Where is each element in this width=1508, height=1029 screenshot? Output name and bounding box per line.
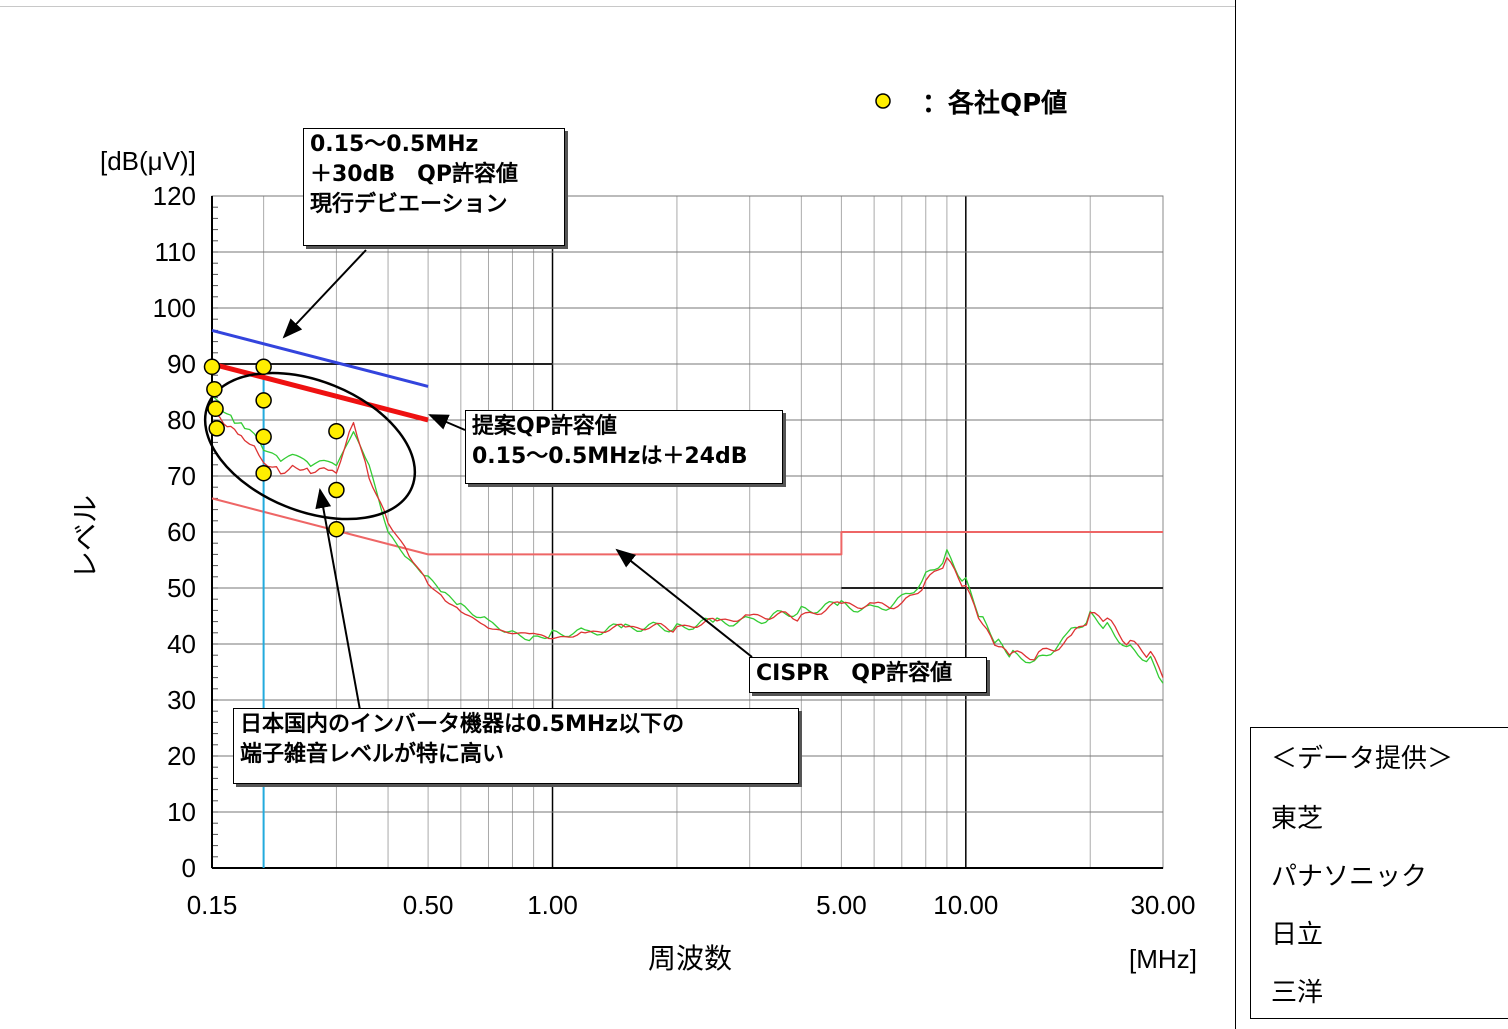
y-tick-label: 0 [182, 853, 196, 883]
qp-point [255, 358, 272, 376]
y-tick-label: 80 [167, 405, 196, 435]
series-line [211, 497, 1163, 556]
x-axis-title: 周波数 [648, 943, 732, 974]
proposed-qp-line: 提案QP許容値 [472, 414, 617, 439]
qp-point [255, 464, 272, 482]
japan-note-box: 日本国内のインバータ機器は0.5MHz以下の 端子雑音レベルが特に高い [233, 708, 799, 784]
annotation-arrow [428, 414, 466, 431]
qp-point [328, 481, 345, 499]
cispr-qp-box: CISPR QP許容値 [749, 657, 987, 693]
chart-series [211, 328, 1164, 868]
qp-point [208, 420, 225, 437]
proposed-qp-box: 提案QP許容値 0.15～0.5MHzは＋24dB [465, 410, 783, 484]
annotation-arrows [282, 249, 753, 711]
x-tick-label: 10.00 [933, 890, 998, 920]
qp-point [255, 428, 272, 446]
proposed-qp-line: 0.15～0.5MHzは＋24dB [472, 444, 748, 469]
y-tick-label: 20 [167, 741, 196, 771]
y-tick-label: 110 [155, 237, 196, 267]
series-line [211, 406, 1164, 678]
japan-note-line: 端子雑音レベルが特に高い [240, 742, 505, 767]
y-tick-label: 30 [167, 685, 196, 715]
x-tick-label: 0.50 [403, 890, 454, 920]
japan-note-line: 日本国内のインバータ機器は0.5MHz以下の [240, 712, 685, 737]
annotation-arrow [315, 488, 361, 711]
qp-points [203, 358, 345, 538]
chart-tick-labels: 0 10 20 30 40 50 60 70 80 90 100 110 120 0.15 0.50 1.00… [153, 181, 1196, 920]
legend-label: ：各社QP値 [922, 89, 1068, 119]
x-tick-label: 0.15 [187, 890, 238, 920]
current-deviation-box: 0.15～0.5MHz ＋30dB QP許容値 現行デビエーション [303, 128, 565, 246]
y-tick-label: 90 [167, 349, 196, 379]
provider-item: 東芝 [1271, 804, 1324, 834]
provider-item: パナソニック [1271, 862, 1428, 892]
legend-marker [875, 93, 891, 109]
emission-chart: 0 10 20 30 40 50 60 70 80 90 100 110 120 0.15 0.50 1.00… [70, 93, 1197, 974]
cispr-qp-line: CISPR QP許容値 [756, 661, 953, 686]
x-tick-label: 1.00 [527, 890, 578, 920]
qp-point [255, 392, 272, 409]
provider-item: 日立 [1271, 920, 1324, 950]
x-tick-label: 5.00 [816, 890, 867, 920]
y-axis-title: レベル [70, 495, 101, 579]
annotation-arrow [282, 249, 367, 339]
series-line [211, 361, 429, 423]
y-tick-label: 60 [167, 517, 196, 547]
current-deviation-line: 現行デビエーション [310, 192, 508, 217]
y-tick-label: 120 [153, 181, 196, 211]
x-tick-label: 30.00 [1130, 890, 1195, 920]
y-tick-label: 100 [153, 293, 196, 323]
series-line [211, 328, 429, 388]
qp-point [203, 358, 221, 376]
provider-item: 三洋 [1271, 978, 1324, 1008]
data-provider-box: ＜データ提供＞ 東芝 パナソニック 日立 三洋 [1250, 727, 1508, 1019]
provider-title: ＜データ提供＞ [1271, 744, 1454, 774]
highlight-ellipse [203, 371, 417, 521]
qp-point [328, 520, 345, 538]
qp-point [328, 422, 345, 440]
y-tick-label: 50 [167, 573, 196, 603]
qp-point [206, 380, 223, 398]
y-unit-label: [dB(μV)] [100, 146, 196, 176]
current-deviation-line: 0.15～0.5MHz [310, 132, 479, 157]
frame-divider [1235, 0, 1236, 1029]
x-unit-label: [MHz] [1129, 944, 1197, 974]
y-tick-label: 70 [167, 461, 196, 491]
qp-point [207, 400, 224, 418]
current-deviation-line: ＋30dB QP許容値 [310, 162, 518, 187]
annotation-arrow [615, 548, 753, 658]
frame-top-line [0, 6, 1235, 7]
y-tick-label: 40 [167, 629, 196, 659]
y-tick-label: 10 [167, 797, 196, 827]
